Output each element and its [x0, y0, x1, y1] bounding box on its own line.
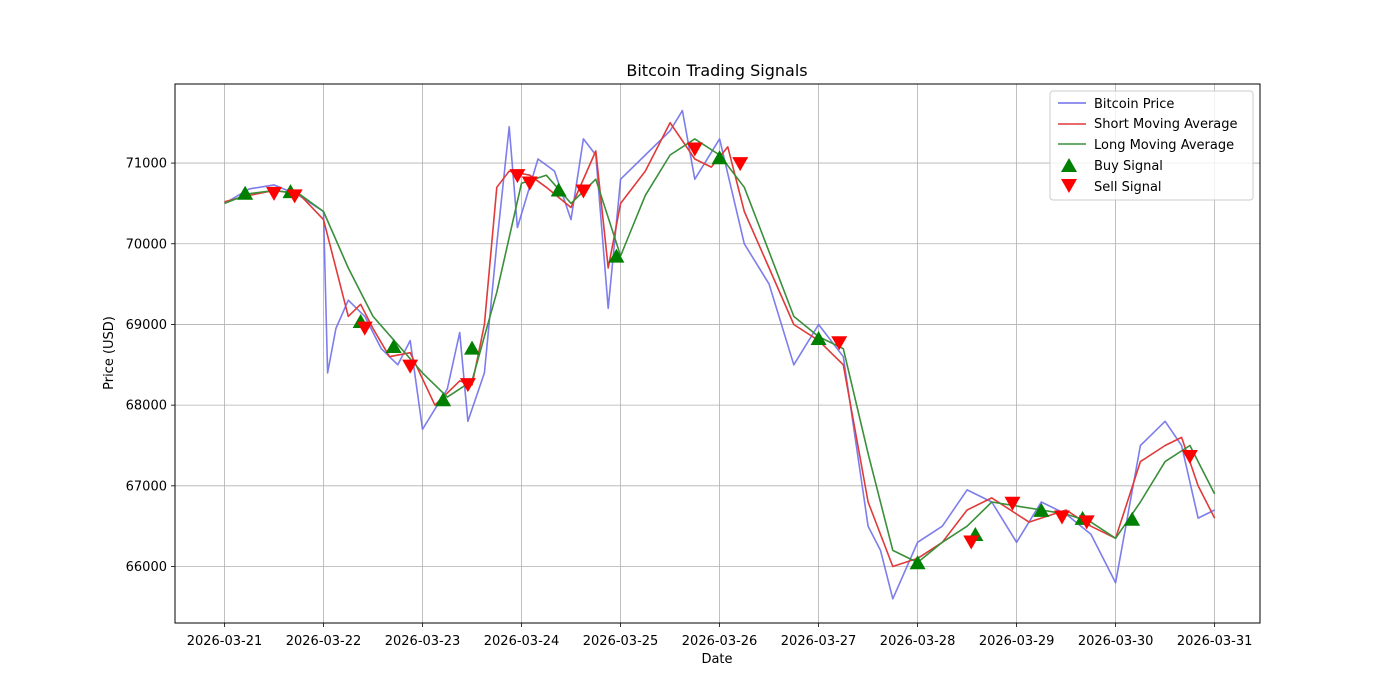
sell-signal-marker	[356, 321, 373, 336]
x-tick-label: 2026-03-22	[286, 634, 362, 649]
series-line-short-ma	[224, 121, 1216, 568]
sell-signal-marker	[1004, 496, 1021, 511]
y-tick-label: 69000	[126, 318, 167, 333]
series-line-price	[224, 109, 1215, 600]
x-tick-label: 2026-03-29	[979, 634, 1055, 649]
sell-signal-marker	[266, 186, 283, 201]
y-tick-label: 70000	[126, 237, 167, 252]
buy-signal-marker	[464, 340, 481, 355]
y-axis-label: Price (USD)	[102, 316, 117, 390]
sell-signal-marker	[1078, 515, 1095, 530]
sell-signal-marker	[459, 378, 476, 393]
axis-ticks: 2026-03-21 2026-03-22 2026-03-23 2026-03-24…	[126, 157, 1253, 649]
x-tick-label: 2026-03-26	[682, 634, 758, 649]
series-line-long-ma	[224, 138, 1216, 564]
legend-label-price: Bitcoin Price	[1094, 97, 1174, 112]
x-tick-label: 2026-03-30	[1078, 634, 1154, 649]
legend-swatch-sell	[1061, 179, 1077, 193]
buy-signal-marker	[1033, 502, 1050, 517]
y-tick-label: 71000	[126, 157, 167, 172]
sell-signal-marker	[1053, 510, 1070, 525]
x-tick-label: 2026-03-23	[385, 634, 461, 649]
buy-signal-marker	[909, 555, 926, 570]
y-tick-label: 68000	[126, 399, 167, 414]
grid	[175, 84, 1260, 623]
signal-markers	[237, 142, 1198, 570]
x-tick-label: 2026-03-21	[187, 634, 263, 649]
legend-label-sell: Sell Signal	[1094, 180, 1162, 195]
x-tick-label: 2026-03-28	[880, 634, 956, 649]
x-tick-label: 2026-03-27	[781, 634, 857, 649]
series-layer	[224, 109, 1216, 600]
sell-signal-marker	[509, 169, 526, 184]
y-tick-label: 67000	[126, 479, 167, 494]
buy-signal-marker	[237, 185, 254, 200]
legend-label-long: Long Moving Average	[1094, 138, 1234, 153]
x-tick-label: 2026-03-24	[484, 634, 560, 649]
sell-signal-marker	[1181, 449, 1198, 464]
sell-signal-marker	[732, 157, 749, 172]
sell-signal-marker	[831, 336, 848, 351]
sell-signal-marker	[521, 176, 538, 191]
x-tick-label: 2026-03-25	[583, 634, 659, 649]
sell-signal-marker	[402, 359, 419, 374]
buy-signal-marker	[550, 182, 567, 197]
sell-signal-marker	[575, 184, 592, 199]
legend-label-short: Short Moving Average	[1094, 117, 1238, 132]
y-tick-label: 66000	[126, 560, 167, 575]
x-axis-label: Date	[701, 652, 732, 667]
plot-frame	[174, 83, 1261, 624]
sell-signal-marker	[686, 142, 703, 157]
sell-signal-marker	[963, 535, 980, 550]
x-tick-label: 2026-03-31	[1177, 634, 1253, 649]
legend: Bitcoin Price Short Moving Average Long …	[1049, 90, 1254, 201]
legend-box	[1049, 90, 1254, 201]
buy-signal-marker	[435, 392, 452, 407]
legend-label-buy: Buy Signal	[1094, 159, 1163, 174]
buy-signal-marker	[385, 339, 402, 354]
buy-signal-marker	[1124, 511, 1141, 526]
buy-signal-marker	[608, 248, 625, 263]
buy-signal-marker	[810, 330, 827, 345]
sell-signal-marker	[286, 189, 303, 204]
chart-title: Bitcoin Trading Signals	[626, 61, 807, 80]
buy-signal-marker	[711, 150, 728, 165]
legend-swatch-buy	[1061, 158, 1077, 172]
